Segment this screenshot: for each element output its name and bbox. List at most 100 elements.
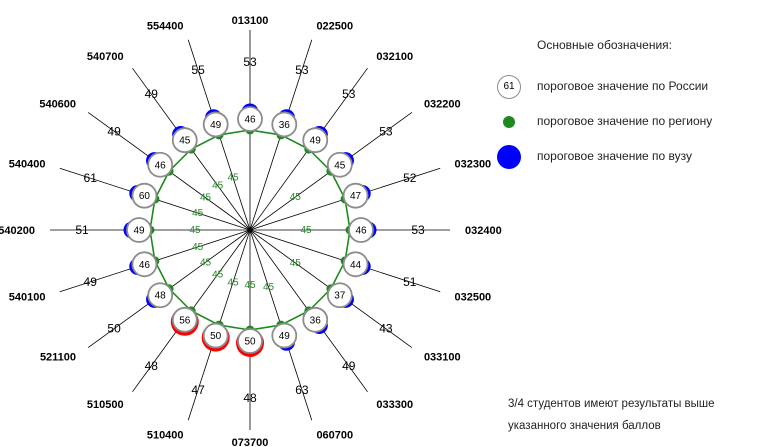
category-label: 032400 (465, 225, 502, 237)
university-value-label: 53 (379, 124, 393, 138)
university-value-label: 47 (191, 383, 205, 397)
category-label: 521100 (40, 351, 76, 363)
regional-value-label: 45 (290, 192, 302, 203)
regional-value-label: 45 (244, 280, 256, 291)
national-value-label: 50 (244, 337, 256, 348)
national-point (237, 328, 263, 354)
university-value-label: 49 (145, 87, 159, 101)
regional-value-label: 45 (189, 225, 201, 236)
national-point (147, 282, 174, 309)
university-value-label: 48 (145, 359, 159, 373)
category-label: 032500 (454, 291, 491, 303)
university-value-label: 53 (243, 55, 257, 69)
university-value-label: 43 (379, 322, 393, 336)
university-value-label: 53 (295, 63, 309, 77)
national-point (342, 251, 369, 278)
regional-value-label: 45 (200, 193, 212, 204)
category-label: 060700 (316, 429, 353, 441)
national-point (326, 282, 353, 309)
national-value-label: 48 (155, 291, 167, 302)
category-label: 033300 (376, 399, 413, 411)
regional-value-label: 45 (227, 277, 239, 288)
national-value-label: 56 (179, 315, 191, 326)
regional-value-label: 45 (300, 225, 312, 236)
category-label: 032100 (376, 51, 413, 63)
national-point (271, 322, 298, 349)
national-value-label: 37 (334, 291, 346, 302)
legend-university-label: пороговое значение по вузу (537, 149, 693, 163)
legend-title: Основные обозначения: (537, 38, 672, 52)
national-point (237, 106, 263, 132)
regional-value-label: 45 (200, 257, 212, 268)
national-point (202, 322, 229, 349)
university-value-label: 49 (84, 275, 98, 289)
national-value-label: 46 (155, 160, 167, 171)
national-point (326, 151, 353, 178)
national-value-label: 36 (310, 315, 322, 326)
national-value-label: 44 (350, 260, 362, 271)
university-value-label: 49 (342, 359, 356, 373)
category-label: 540200 (0, 225, 35, 237)
legend-national-label: пороговое значение по России (537, 79, 709, 93)
national-value-label: 46 (355, 226, 367, 237)
national-value-label: 46 (139, 260, 151, 271)
regional-value-label: 45 (290, 258, 302, 269)
national-point (147, 151, 174, 178)
national-value-label: 45 (334, 160, 346, 171)
university-marker-icon (497, 145, 521, 169)
footnote: 3/4 студентов имеют результаты выше указ… (508, 393, 758, 437)
regional-value-label: 45 (227, 173, 239, 184)
footnote-line-2: указанного значения баллов (508, 420, 661, 432)
university-value-label: 52 (403, 171, 417, 185)
category-label: 032200 (424, 99, 461, 111)
national-value-label: 47 (350, 191, 362, 202)
national-point (131, 251, 158, 278)
national-value-label: 46 (244, 115, 256, 126)
national-value-label: 60 (139, 191, 151, 202)
university-value-label: 53 (411, 223, 425, 237)
university-value-label: 61 (84, 171, 98, 185)
footnote-line-1: 3/4 студентов имеют результаты выше (508, 398, 715, 410)
category-label: 032300 (454, 159, 491, 171)
national-marker-icon: 61 (497, 75, 521, 99)
national-point (348, 217, 374, 243)
university-value-label: 63 (295, 383, 309, 397)
category-label: 540400 (9, 159, 46, 171)
category-label: 510400 (147, 429, 184, 441)
category-label: 540700 (87, 51, 124, 63)
regional-value-label: 45 (212, 181, 224, 192)
national-value-label: 49 (210, 120, 222, 131)
category-label: 554400 (147, 21, 184, 33)
university-value-label: 53 (342, 87, 356, 101)
national-point (126, 217, 152, 243)
regional-value-label: 45 (192, 208, 204, 219)
national-value-label: 45 (179, 136, 191, 147)
regional-value-label: 45 (212, 269, 224, 280)
university-value-label: 50 (107, 322, 121, 336)
national-point (171, 306, 198, 333)
national-point (131, 182, 158, 209)
national-value-label: 36 (279, 120, 291, 131)
regional-marker-icon (497, 110, 521, 134)
national-point (271, 111, 298, 138)
regional-value-label: 45 (192, 242, 204, 253)
category-label: 013100 (232, 15, 269, 27)
national-value-label: 49 (310, 136, 322, 147)
national-value-label: 49 (133, 226, 145, 237)
national-point (342, 182, 369, 209)
national-value-label: 50 (210, 331, 222, 342)
national-point (302, 127, 329, 154)
university-value-label: 55 (191, 63, 205, 77)
regional-value-label: 45 (263, 282, 275, 293)
category-label: 073700 (232, 437, 269, 447)
category-label: 510500 (87, 399, 124, 411)
university-value-label: 51 (403, 275, 417, 289)
category-label: 540600 (39, 99, 76, 111)
national-point (302, 306, 329, 333)
national-point (171, 127, 198, 154)
category-label: 540100 (9, 291, 46, 303)
university-value-label: 48 (243, 391, 257, 405)
national-value-label: 49 (279, 331, 291, 342)
university-value-label: 51 (75, 223, 89, 237)
